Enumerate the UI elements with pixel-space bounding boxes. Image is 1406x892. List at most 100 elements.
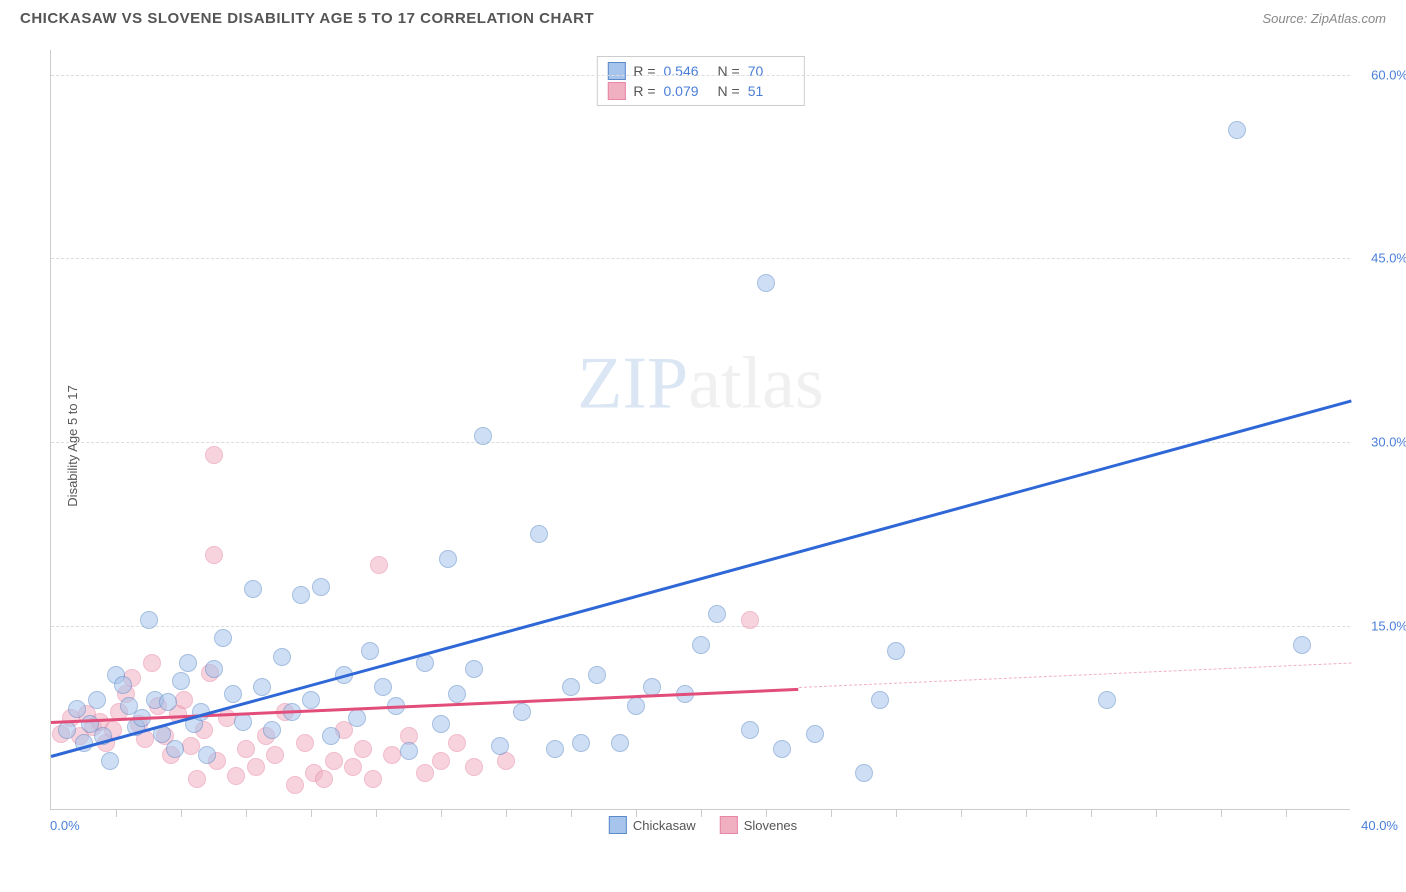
x-tick bbox=[376, 809, 377, 817]
data-point bbox=[253, 678, 271, 696]
data-point bbox=[140, 611, 158, 629]
x-tick bbox=[116, 809, 117, 817]
data-point bbox=[572, 734, 590, 752]
data-point bbox=[179, 654, 197, 672]
data-point bbox=[588, 666, 606, 684]
data-point bbox=[143, 654, 161, 672]
x-tick bbox=[1286, 809, 1287, 817]
data-point bbox=[513, 703, 531, 721]
data-point bbox=[562, 678, 580, 696]
data-point bbox=[374, 678, 392, 696]
x-tick bbox=[571, 809, 572, 817]
x-tick bbox=[1221, 809, 1222, 817]
legend-swatch-chickasaw bbox=[609, 816, 627, 834]
data-point bbox=[627, 697, 645, 715]
x-axis-start-label: 0.0% bbox=[50, 818, 80, 833]
data-point bbox=[237, 740, 255, 758]
data-point bbox=[354, 740, 372, 758]
data-point bbox=[439, 550, 457, 568]
data-point bbox=[448, 734, 466, 752]
data-point bbox=[188, 770, 206, 788]
data-point bbox=[322, 727, 340, 745]
x-tick bbox=[1026, 809, 1027, 817]
gridline bbox=[51, 75, 1350, 76]
data-point bbox=[757, 274, 775, 292]
x-tick bbox=[441, 809, 442, 817]
data-point bbox=[234, 713, 252, 731]
x-tick bbox=[246, 809, 247, 817]
data-point bbox=[175, 691, 193, 709]
gridline bbox=[51, 442, 1350, 443]
data-point bbox=[182, 737, 200, 755]
data-point bbox=[364, 770, 382, 788]
data-point bbox=[344, 758, 362, 776]
data-point bbox=[465, 660, 483, 678]
data-point bbox=[708, 605, 726, 623]
y-tick-label: 15.0% bbox=[1371, 619, 1406, 634]
data-point bbox=[611, 734, 629, 752]
data-point bbox=[855, 764, 873, 782]
data-point bbox=[315, 770, 333, 788]
data-point bbox=[806, 725, 824, 743]
data-point bbox=[312, 578, 330, 596]
data-point bbox=[218, 709, 236, 727]
data-point bbox=[198, 746, 216, 764]
watermark: ZIPatlas bbox=[577, 341, 824, 426]
data-point bbox=[224, 685, 242, 703]
data-point bbox=[58, 721, 76, 739]
data-point bbox=[159, 693, 177, 711]
data-point bbox=[247, 758, 265, 776]
data-point bbox=[432, 752, 450, 770]
data-point bbox=[227, 767, 245, 785]
data-point bbox=[348, 709, 366, 727]
data-point bbox=[773, 740, 791, 758]
scatter-chart: ZIPatlas R = 0.546 N = 70 R = 0.079 N = … bbox=[50, 50, 1350, 810]
data-point bbox=[302, 691, 320, 709]
data-point bbox=[465, 758, 483, 776]
legend-swatch-slovenes bbox=[720, 816, 738, 834]
data-point bbox=[296, 734, 314, 752]
x-tick bbox=[1156, 809, 1157, 817]
data-point bbox=[101, 752, 119, 770]
data-point bbox=[1228, 121, 1246, 139]
x-tick bbox=[896, 809, 897, 817]
legend-item-chickasaw: Chickasaw bbox=[609, 816, 696, 834]
x-tick bbox=[181, 809, 182, 817]
data-point bbox=[370, 556, 388, 574]
data-point bbox=[400, 742, 418, 760]
series-legend: Chickasaw Slovenes bbox=[609, 816, 797, 834]
data-point bbox=[244, 580, 262, 598]
trendline bbox=[51, 399, 1352, 757]
gridline bbox=[51, 258, 1350, 259]
y-tick-label: 60.0% bbox=[1371, 67, 1406, 82]
y-tick-label: 30.0% bbox=[1371, 435, 1406, 450]
data-point bbox=[205, 446, 223, 464]
x-tick bbox=[1091, 809, 1092, 817]
data-point bbox=[1098, 691, 1116, 709]
data-point bbox=[172, 672, 190, 690]
x-tick bbox=[311, 809, 312, 817]
data-point bbox=[448, 685, 466, 703]
data-point bbox=[546, 740, 564, 758]
x-tick bbox=[831, 809, 832, 817]
data-point bbox=[68, 700, 86, 718]
data-point bbox=[361, 642, 379, 660]
data-point bbox=[692, 636, 710, 654]
data-point bbox=[292, 586, 310, 604]
data-point bbox=[741, 721, 759, 739]
data-point bbox=[383, 746, 401, 764]
stats-row-chickasaw: R = 0.546 N = 70 bbox=[607, 61, 793, 81]
data-point bbox=[416, 764, 434, 782]
data-point bbox=[325, 752, 343, 770]
data-point bbox=[273, 648, 291, 666]
y-tick-label: 45.0% bbox=[1371, 251, 1406, 266]
swatch-chickasaw bbox=[607, 62, 625, 80]
data-point bbox=[205, 660, 223, 678]
x-tick bbox=[506, 809, 507, 817]
data-point bbox=[491, 737, 509, 755]
swatch-slovenes bbox=[607, 82, 625, 100]
chart-title: CHICKASAW VS SLOVENE DISABILITY AGE 5 TO… bbox=[20, 10, 594, 27]
data-point bbox=[741, 611, 759, 629]
data-point bbox=[871, 691, 889, 709]
trendline-extrapolated bbox=[798, 663, 1351, 689]
